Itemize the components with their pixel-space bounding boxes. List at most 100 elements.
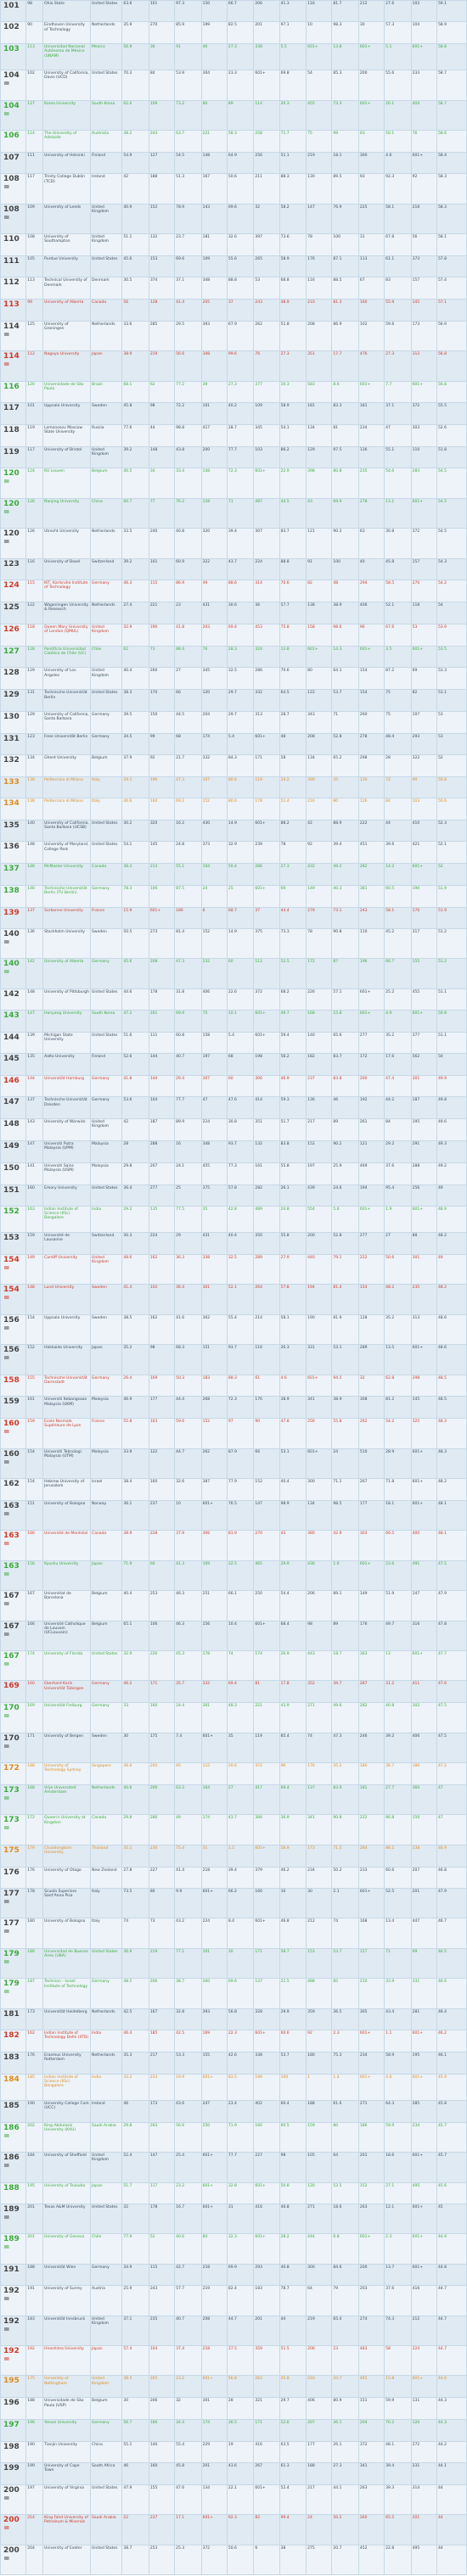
university-name-cell[interactable]: University of Geneva	[42, 2233, 92, 2265]
university-name-cell[interactable]: University of Bologna	[42, 1918, 92, 1949]
university-name-cell[interactable]: University of Maryland, College Park	[42, 841, 92, 865]
university-name-cell[interactable]: Lund University	[42, 1284, 92, 1315]
university-name-cell[interactable]: Universidade de São Paulo	[42, 380, 92, 404]
university-name-cell[interactable]: University of Warwick	[42, 1118, 92, 1141]
university-name-cell[interactable]: University of Tsukuba	[42, 2181, 92, 2204]
university-name-cell[interactable]: Eberhard Karls Universität Tübingen	[42, 1680, 92, 1704]
university-name-cell[interactable]: Universiti Kebangsaan Malaysia (UKM)	[42, 1396, 92, 1420]
university-name-cell[interactable]: Erasmus University Rotterdam	[42, 2052, 92, 2075]
university-name-cell[interactable]: University of Basel	[42, 557, 92, 581]
university-name-cell[interactable]: Stockholm University	[42, 927, 92, 960]
university-name-cell[interactable]: University of California, Davis (UCD)	[42, 70, 92, 101]
university-name-cell[interactable]: University of Pittsburgh	[42, 988, 92, 1011]
university-name-cell[interactable]: Utrecht University	[42, 528, 92, 559]
university-name-cell[interactable]: Hanyang University	[42, 1010, 92, 1033]
university-name-cell[interactable]: Eindhoven University of Technology	[42, 21, 92, 45]
university-name-cell[interactable]: Trinity College Dublin (TCD)	[42, 173, 92, 204]
university-name-cell[interactable]: Uppsala University	[42, 1313, 92, 1346]
university-name-cell[interactable]: King Abdulaziz University (KAU)	[42, 2121, 92, 2153]
university-name-cell[interactable]: Technische Universität Berlin (TU Berlin…	[42, 884, 92, 908]
university-name-cell[interactable]: Nagoya University	[42, 350, 92, 382]
university-name-cell[interactable]: University of Bologna	[42, 1499, 92, 1532]
university-name-cell[interactable]: Indian Institute of Technology Delhi (II…	[42, 2030, 92, 2052]
university-name-cell[interactable]: University of Bristol	[42, 445, 92, 469]
university-name-cell[interactable]: Universität Innsbruck	[42, 2315, 92, 2347]
university-name-cell[interactable]: University of Exeter	[42, 2544, 92, 2576]
university-name-cell[interactable]: Universität Heidelberg	[42, 2008, 92, 2031]
university-name-cell[interactable]: University of Virginia	[42, 2484, 92, 2516]
university-name-cell[interactable]: Emory University	[42, 1184, 92, 1207]
university-name-cell[interactable]: University of Groningen	[42, 320, 92, 352]
university-name-cell[interactable]: Korea University	[42, 99, 92, 132]
university-name-cell[interactable]: Aalto University	[42, 1053, 92, 1076]
university-name-cell[interactable]: Technische Universität Darmstadt	[42, 1374, 92, 1397]
university-name-cell[interactable]: Hiroshima University	[42, 2345, 92, 2377]
university-name-cell[interactable]: Uppsala University	[42, 402, 92, 425]
university-name-cell[interactable]: Universitat de Barcelona	[42, 1590, 92, 1621]
university-name-cell[interactable]: Kyushu University	[42, 1560, 92, 1592]
university-name-cell[interactable]: The University of Adelaide	[42, 130, 92, 153]
university-name-cell[interactable]: Chulalongkorn University	[42, 1844, 92, 1868]
university-name-cell[interactable]: Universität Freiburg	[42, 1702, 92, 1733]
university-name-cell[interactable]: Yonsei University	[42, 2419, 92, 2442]
university-name-cell[interactable]: Politecnico di Milano	[42, 798, 92, 820]
university-name-cell[interactable]: Michigan State University	[42, 1031, 92, 1055]
university-name-cell[interactable]: Ecole Normale Supérieure de Lyon	[42, 1418, 92, 1449]
university-name-cell[interactable]: Universiti Putra Malaysia (UPM)	[42, 1140, 92, 1163]
university-name-cell[interactable]: Queen's University at Kingston	[42, 1814, 92, 1845]
university-name-cell[interactable]: University of Sheffield	[42, 2152, 92, 2183]
university-name-cell[interactable]: Pontificia Universidad Católica de Chile…	[42, 645, 92, 669]
university-name-cell[interactable]: Technion - Israel Institute of Technolog…	[42, 1978, 92, 2009]
university-name-cell[interactable]: Hebrew University of Jerusalem	[42, 1478, 92, 1501]
university-name-cell[interactable]: Universidad de Buenos Aires (UBA)	[42, 1947, 92, 1980]
university-name-cell[interactable]: Universität Hamburg	[42, 1074, 92, 1098]
university-name-cell[interactable]: Purdue University	[42, 255, 92, 278]
university-name-cell[interactable]: King Fahd University of Petroleum & Mine…	[42, 2514, 92, 2545]
university-name-cell[interactable]: Wageningen University & Research	[42, 601, 92, 624]
university-name-cell[interactable]: Universidade de São Paulo (USP)	[42, 2397, 92, 2421]
university-name-cell[interactable]: Scuola Superiore Sant'Anna Pisa	[42, 1888, 92, 1919]
university-name-cell[interactable]: Universiti Teknologi Malaysia (UTM)	[42, 1448, 92, 1480]
university-name-cell[interactable]: Université Catholique de Louvain (UCLouv…	[42, 1620, 92, 1652]
university-name-cell[interactable]: Technical University of Denmark	[42, 277, 92, 300]
university-name-cell[interactable]: University of Helsinki	[42, 151, 92, 175]
university-name-cell[interactable]: Technische Universität Berlin	[42, 689, 92, 713]
university-name-cell[interactable]: University College Cork (UCC)	[42, 2099, 92, 2123]
university-name-cell[interactable]: Ghent University	[42, 754, 92, 777]
university-name-cell[interactable]: Freie Universität Berlin	[42, 732, 92, 756]
university-name-cell[interactable]: Indian Institute of Science (IISc) Banga…	[42, 2073, 92, 2101]
university-name-cell[interactable]: Sorbonne University	[42, 906, 92, 929]
university-name-cell[interactable]: Nanjing University	[42, 497, 92, 529]
university-name-cell[interactable]: Hokkaido University	[42, 1344, 92, 1375]
university-name-cell[interactable]: Technische Universität Dresden	[42, 1096, 92, 1120]
university-name-cell[interactable]: University of Alberta	[42, 958, 92, 989]
university-name-cell[interactable]: Queen Mary University of London (QMUL)	[42, 623, 92, 647]
university-name-cell[interactable]: University of California, Santa Barbara	[42, 711, 92, 734]
university-name-cell[interactable]: Texas A&M University	[42, 2203, 92, 2235]
university-name-cell[interactable]: Politecnico di Milano	[42, 776, 92, 799]
university-name-cell[interactable]: University of Technology Sydney	[42, 1762, 92, 1785]
university-name-cell[interactable]: University of Alberta	[42, 299, 92, 322]
university-name-cell[interactable]: University of Leeds	[42, 203, 92, 235]
university-name-cell[interactable]: University of Los Angeles	[42, 667, 92, 691]
university-name-cell[interactable]: Université de Lausanne	[42, 1232, 92, 1255]
university-name-cell[interactable]: Vrije Universiteit Amsterdam	[42, 1784, 92, 1816]
university-name-cell[interactable]: Tianjin University	[42, 2440, 92, 2463]
university-name-cell[interactable]: University of Southampton	[42, 233, 92, 257]
university-name-cell[interactable]: Universität Wien	[42, 2263, 92, 2287]
university-name-cell[interactable]: University of California, Santa Barbara …	[42, 819, 92, 843]
university-name-cell[interactable]: University of Otago	[42, 1866, 92, 1890]
university-name-cell[interactable]: University of Cape Town	[42, 2461, 92, 2485]
university-name-cell[interactable]: Lomonosov Moscow State University	[42, 423, 92, 447]
university-name-cell[interactable]: Universidad Nacional Autónoma de México …	[42, 43, 92, 71]
university-name-cell[interactable]: McMaster University	[42, 863, 92, 886]
university-name-cell[interactable]: University of Bergen	[42, 1732, 92, 1764]
university-name-cell[interactable]: University of Florida	[42, 1650, 92, 1682]
university-name-cell[interactable]: University of Nottingham	[42, 2375, 92, 2399]
university-name-cell[interactable]: Université de Montréal	[42, 1530, 92, 1561]
university-name-cell[interactable]: Indian Institute of Science (IISc) Banga…	[42, 1206, 92, 1234]
university-name-cell[interactable]: Cardiff University	[42, 1253, 92, 1285]
university-name-cell[interactable]: University of Surrey	[42, 2285, 92, 2316]
university-name-cell[interactable]: KIT, Karlsruhe Institute of Technology	[42, 580, 92, 602]
university-name-cell[interactable]: KU Leuven	[42, 468, 92, 499]
